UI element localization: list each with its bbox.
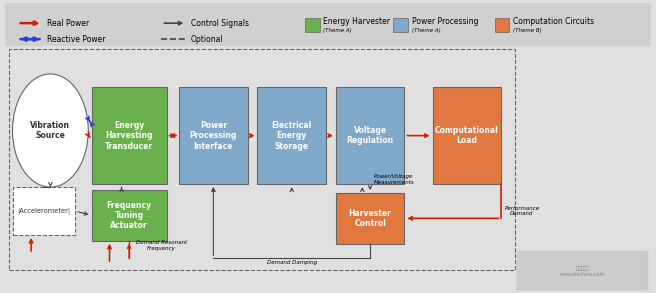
Text: (Theme A): (Theme A) (323, 28, 352, 33)
Text: Energy
Harvesting
Transducer: Energy Harvesting Transducer (105, 121, 153, 151)
Text: Power Processing: Power Processing (411, 17, 478, 26)
Text: Frequency
Tuning
Actuator: Frequency Tuning Actuator (106, 200, 152, 230)
Text: 电子发烧友
www.elecfans.com: 电子发烧友 www.elecfans.com (560, 266, 605, 277)
Bar (13, 187, 75, 235)
Bar (179, 87, 248, 184)
Text: Reactive Power: Reactive Power (47, 35, 106, 44)
Text: Harvester
Control: Harvester Control (349, 209, 392, 228)
Text: Demand Damping: Demand Damping (267, 260, 317, 265)
Text: Real Power: Real Power (47, 19, 89, 28)
Text: Computation Circuits: Computation Circuits (513, 17, 594, 26)
Bar (432, 87, 501, 184)
Text: Computational
Load: Computational Load (435, 126, 499, 145)
Text: Control Signals: Control Signals (191, 19, 249, 28)
Bar (92, 87, 167, 184)
Text: Power/Voltage
Measurements: Power/Voltage Measurements (373, 174, 414, 185)
Bar (518, 251, 648, 290)
Bar (305, 18, 319, 32)
Bar (5, 3, 651, 46)
Ellipse shape (12, 74, 89, 187)
Bar (495, 18, 509, 32)
Bar (336, 87, 405, 184)
Bar (336, 193, 405, 244)
Text: (Theme B): (Theme B) (513, 28, 542, 33)
Text: Performance
Demand: Performance Demand (504, 206, 539, 217)
Text: Electrical
Energy
Storage: Electrical Energy Storage (272, 121, 312, 151)
Text: Energy Harvester: Energy Harvester (323, 17, 390, 26)
Text: Power
Processing
Interface: Power Processing Interface (190, 121, 237, 151)
Text: (Theme A): (Theme A) (411, 28, 440, 33)
Bar (9, 49, 516, 270)
Text: Vibration
Source: Vibration Source (30, 121, 70, 140)
Text: Voltage
Regulation: Voltage Regulation (346, 126, 394, 145)
Text: Demand Resonant
Frequency: Demand Resonant Frequency (136, 240, 187, 251)
Text: |Accelerometer|: |Accelerometer| (18, 207, 71, 214)
Bar (257, 87, 326, 184)
Text: Optional: Optional (191, 35, 224, 44)
Bar (92, 190, 167, 241)
Bar (394, 18, 407, 32)
